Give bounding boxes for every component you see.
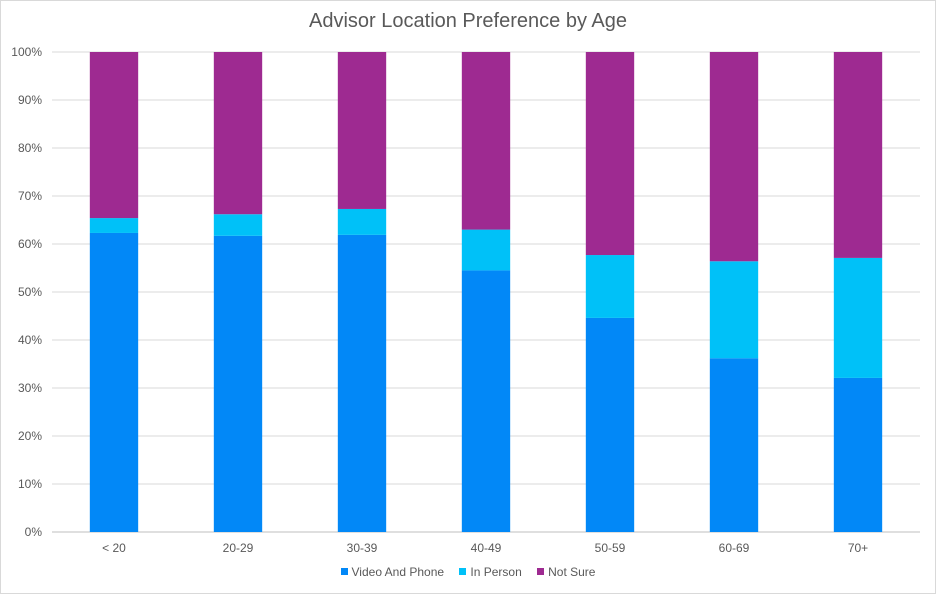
legend: Video And Phone In Person Not Sure [0,565,936,579]
bar-video-and-phone-20-29 [213,235,263,532]
x-tick-label: 50-59 [595,541,626,555]
legend-item-in-person: In Person [459,565,522,579]
bar-not-sure-40-49 [461,52,511,230]
bar-not-sure-20 [89,52,139,219]
bar-in-person-50-59 [585,255,635,318]
x-axis-ticks: < 20 20-29 30-39 40-49 50-59 60-69 70+ [102,541,868,555]
y-tick-label: 30% [18,381,42,395]
y-tick-label: 50% [18,285,42,299]
legend-label-not-sure: Not Sure [548,565,596,579]
bar-not-sure-20-29 [213,52,263,215]
bar-not-sure-30-39 [337,52,387,209]
bar-in-person-20 [89,218,139,233]
x-tick-label: 70+ [848,541,868,555]
bar-in-person-30-39 [337,208,387,235]
y-tick-label: 20% [18,429,42,443]
chart-title: Advisor Location Preference by Age [309,10,627,32]
legend-swatch-not-sure [537,568,545,576]
x-tick-label: 60-69 [719,541,750,555]
bar-video-and-phone-60-69 [709,358,759,532]
y-tick-label: 60% [18,237,42,251]
y-tick-label: 10% [18,477,42,491]
legend-swatch-video-and-phone [340,568,348,576]
y-tick-label: 80% [18,141,42,155]
legend-label-in-person: In Person [470,565,522,579]
legend-item-not-sure: Not Sure [537,565,595,579]
x-tick-label: 20-29 [223,541,254,555]
bar-video-and-phone-50-59 [585,317,635,532]
bar-video-and-phone-70 [833,377,883,532]
legend-label-video-and-phone: Video And Phone [351,565,445,579]
x-tick-label: 30-39 [347,541,378,555]
legend-swatch-in-person [459,568,467,576]
bar-not-sure-60-69 [709,52,759,262]
y-tick-label: 0% [25,525,43,539]
y-tick-label: 90% [18,93,42,107]
bar-in-person-20-29 [213,214,263,236]
x-tick-label: < 20 [102,541,126,555]
y-axis-ticks: 0% 10% 20% 30% 40% 50% 60% 70% 80% 90% 100% [11,45,42,539]
bar-in-person-60-69 [709,261,759,359]
bar-not-sure-50-59 [585,52,635,256]
bar-in-person-70 [833,257,883,378]
y-tick-label: 100% [11,45,42,59]
bar-video-and-phone-40-49 [461,270,511,532]
y-tick-label: 40% [18,333,42,347]
bar-video-and-phone-20 [89,232,139,532]
x-tick-label: 40-49 [471,541,502,555]
bar-video-and-phone-30-39 [337,234,387,532]
y-tick-label: 70% [18,189,42,203]
bar-in-person-40-49 [461,229,511,271]
bar-not-sure-70 [833,52,883,258]
bars [89,52,883,532]
legend-item-video-and-phone: Video And Phone [340,565,445,579]
